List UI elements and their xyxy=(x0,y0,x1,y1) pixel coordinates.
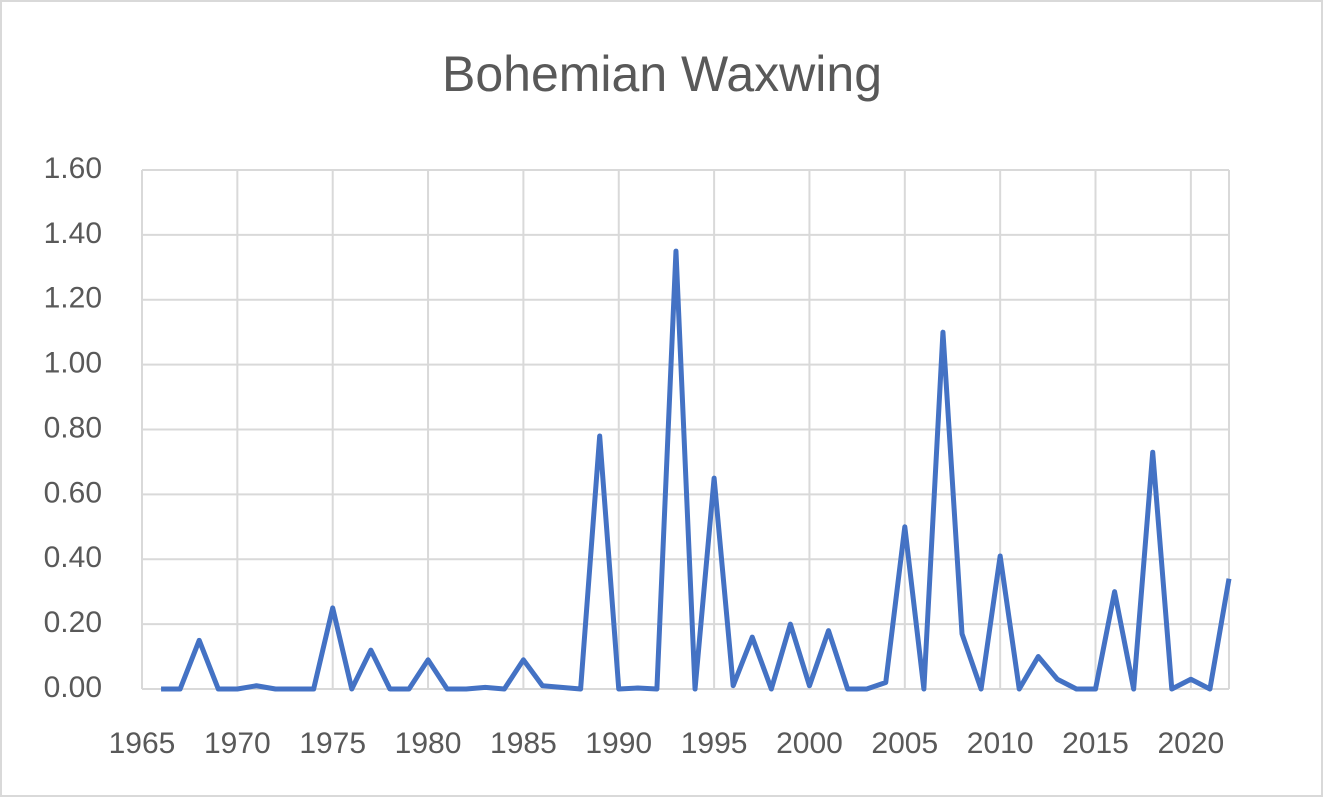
y-tick-label: 0.80 xyxy=(44,411,102,444)
x-tick-label: 2010 xyxy=(967,727,1034,760)
y-tick-label: 0.40 xyxy=(44,541,102,574)
y-tick-label: 0.20 xyxy=(44,606,102,639)
x-tick-label: 2015 xyxy=(1062,727,1129,760)
x-tick-label: 1995 xyxy=(681,727,748,760)
x-tick-label: 1980 xyxy=(395,727,462,760)
x-tick-label: 1985 xyxy=(490,727,557,760)
y-tick-label: 1.20 xyxy=(44,282,102,315)
chart-title: Bohemian Waxwing xyxy=(442,46,882,102)
x-tick-label: 1965 xyxy=(109,727,176,760)
x-tick-label: 1975 xyxy=(299,727,366,760)
x-tick-label: 1970 xyxy=(204,727,271,760)
y-tick-label: 0.00 xyxy=(44,671,102,704)
x-tick-label: 2000 xyxy=(776,727,843,760)
y-tick-label: 0.60 xyxy=(44,476,102,509)
y-tick-label: 1.60 xyxy=(44,152,102,185)
y-tick-label: 1.00 xyxy=(44,347,102,380)
data-line xyxy=(161,248,1232,692)
y-tick-label: 1.40 xyxy=(44,217,102,250)
x-tick-label: 2020 xyxy=(1157,727,1224,760)
x-tick-label: 2005 xyxy=(871,727,938,760)
x-tick-label: 1990 xyxy=(585,727,652,760)
